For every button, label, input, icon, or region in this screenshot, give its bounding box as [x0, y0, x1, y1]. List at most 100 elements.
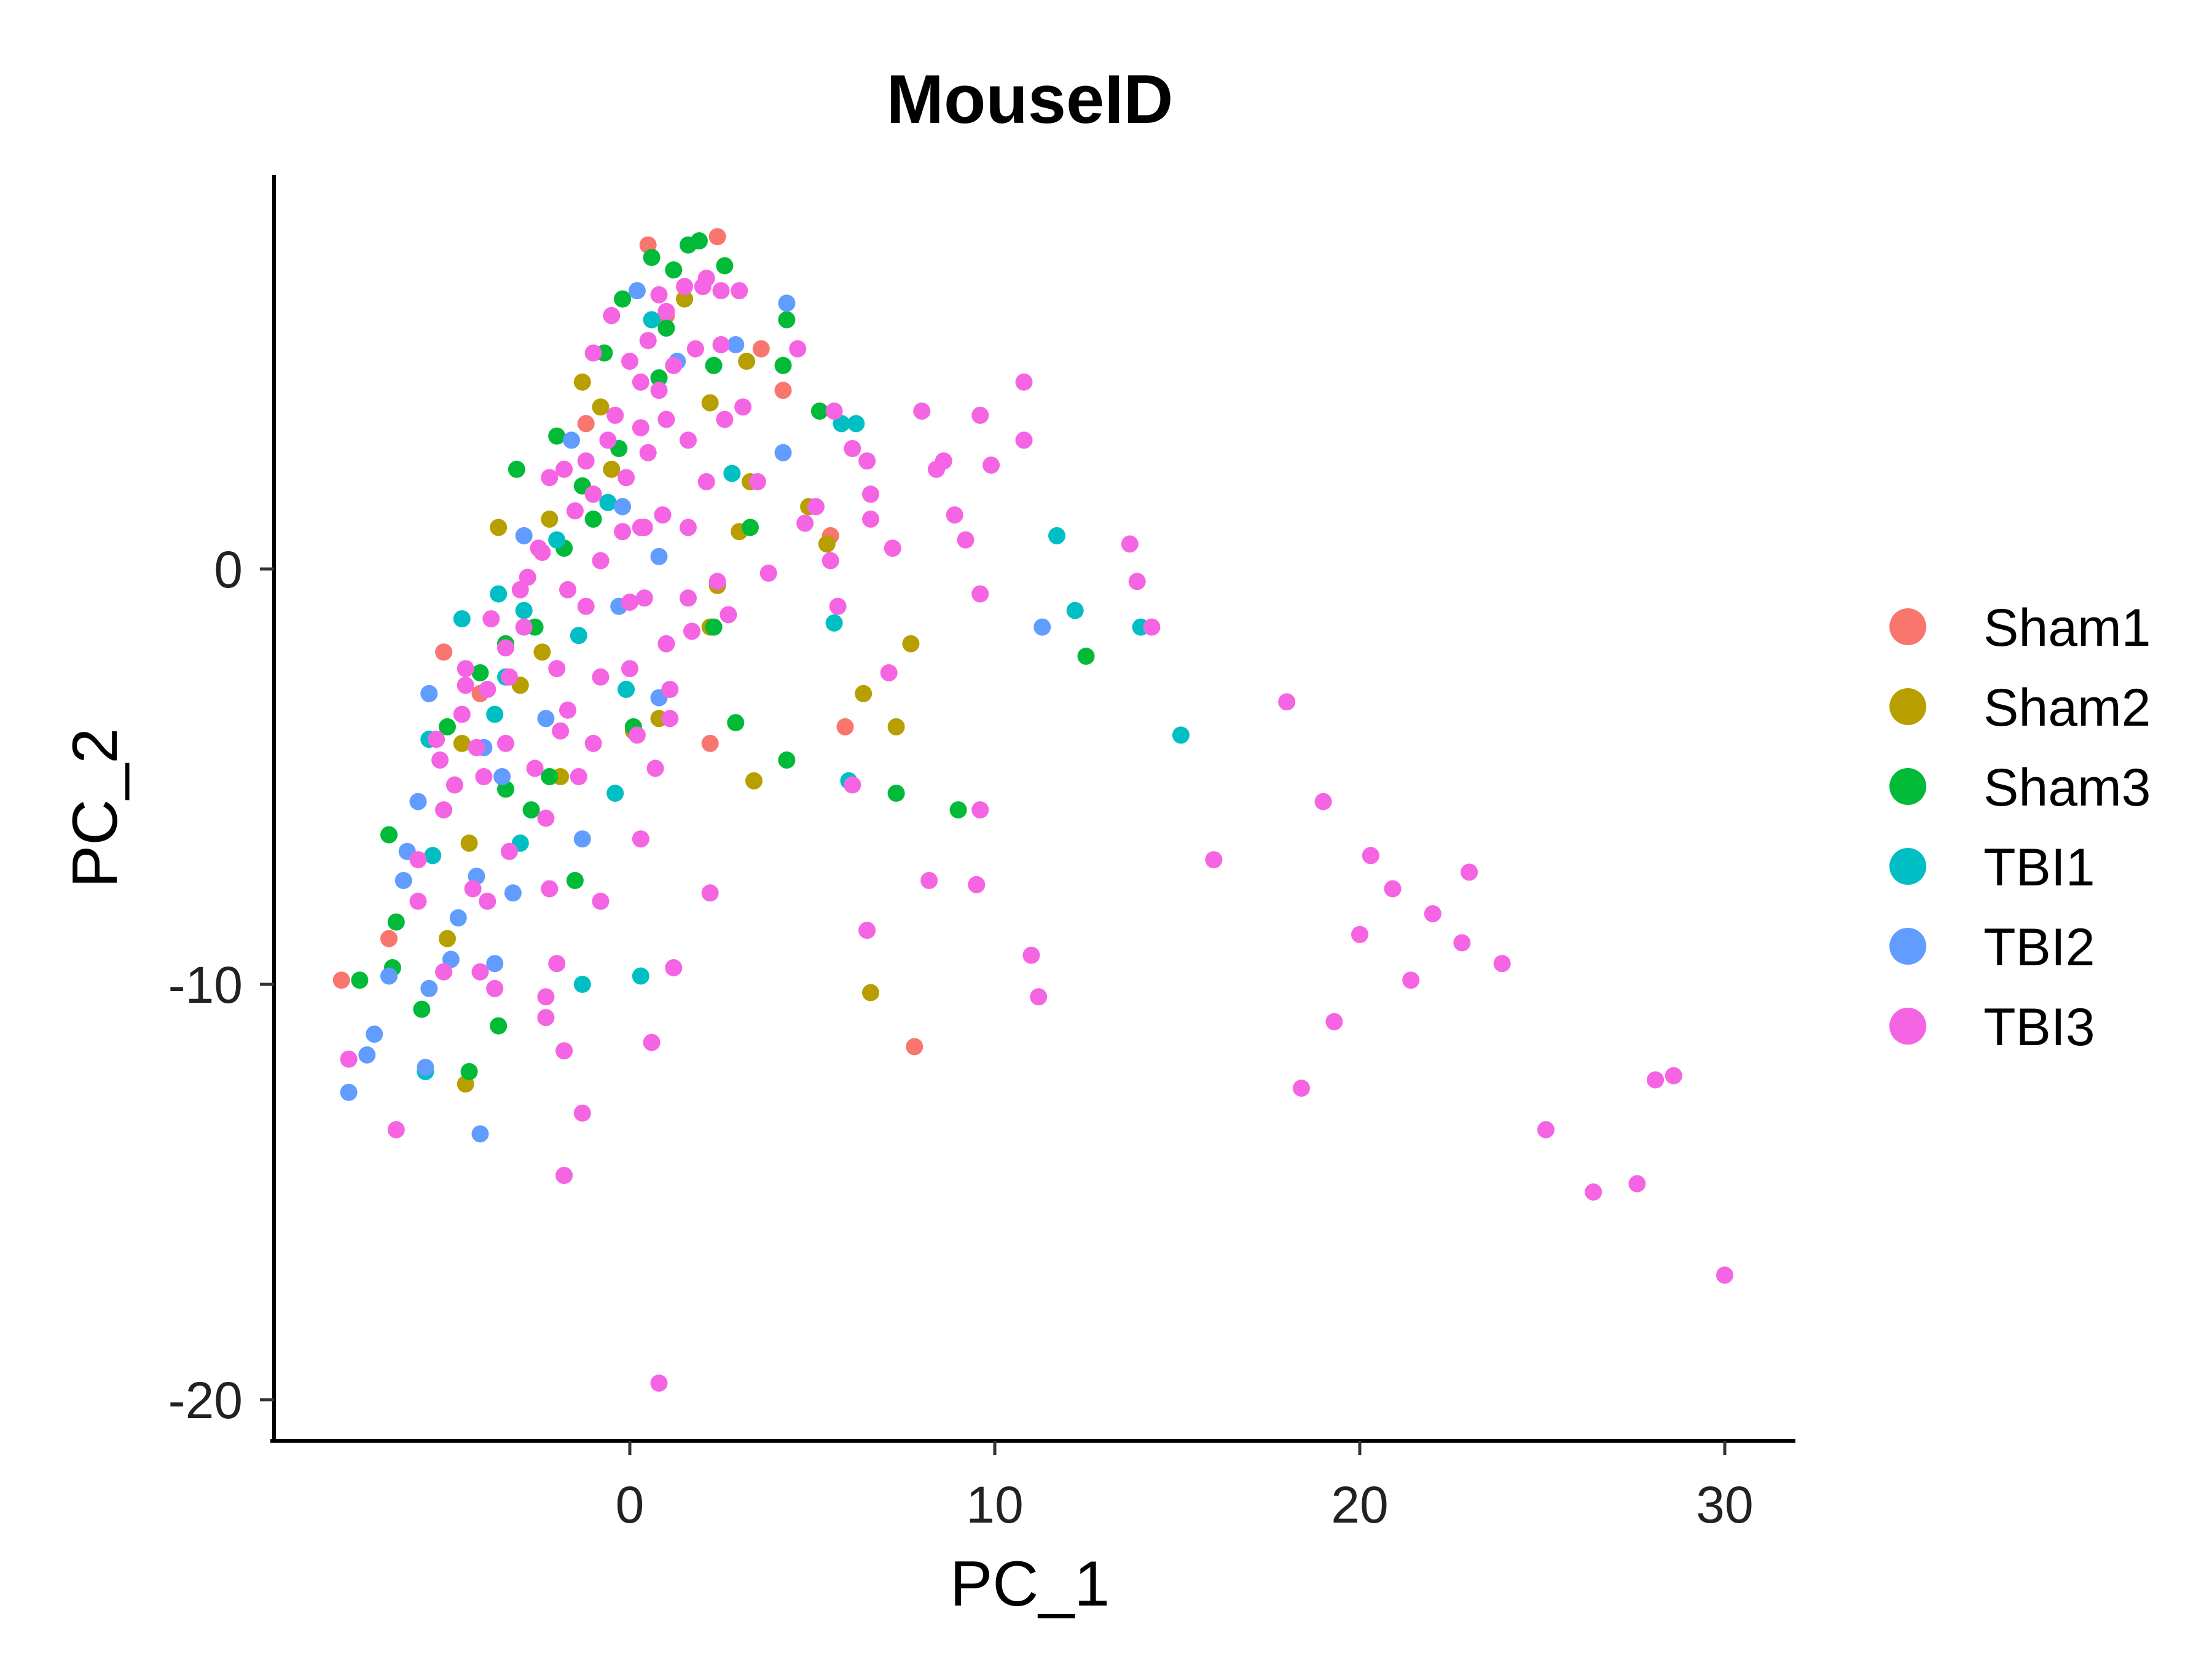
data-point [614, 523, 632, 541]
legend-key-sham1 [1889, 608, 1926, 645]
data-point [862, 984, 879, 1002]
data-point [1015, 431, 1033, 449]
data-point [858, 922, 876, 939]
series-tbi3 [340, 269, 1733, 1392]
data-point [603, 307, 621, 324]
data-point [1314, 793, 1332, 810]
data-point [661, 710, 679, 728]
data-point [639, 444, 657, 461]
data-point [563, 431, 580, 449]
points-layer [332, 228, 1733, 1392]
data-point [705, 618, 723, 636]
legend-key-sham2 [1889, 688, 1926, 725]
data-point [676, 290, 694, 308]
x-axis-ticks: 0 10 20 30 [616, 1441, 1754, 1534]
data-point [490, 519, 508, 536]
data-point [657, 302, 675, 320]
data-point [822, 552, 839, 570]
data-point [657, 319, 675, 337]
data-point [946, 506, 963, 524]
data-point [665, 356, 683, 374]
data-point [555, 1042, 573, 1060]
data-point [720, 606, 737, 624]
data-point [1143, 618, 1161, 636]
data-point [573, 1104, 591, 1122]
series-sham3 [351, 232, 1095, 1080]
data-point [680, 431, 697, 449]
data-point [650, 369, 668, 386]
data-point [825, 402, 843, 420]
data-point [1293, 1080, 1310, 1097]
data-point [351, 971, 369, 989]
data-point [493, 768, 511, 785]
data-point [862, 485, 879, 503]
y-axis-title: PC_2 [60, 728, 131, 888]
data-point [548, 427, 566, 445]
data-point [774, 356, 792, 374]
data-point [573, 976, 591, 993]
data-point [599, 431, 617, 449]
data-point [435, 801, 453, 819]
data-point [340, 1083, 358, 1101]
legend: Sham1 Sham2 Sham3 TBI1 TBI2 TBI3 [1889, 598, 2151, 1057]
data-point [957, 531, 975, 549]
legend-label-tbi2: TBI2 [1983, 918, 2095, 977]
data-point [453, 610, 471, 628]
data-point [603, 460, 621, 478]
data-point [759, 564, 777, 582]
data-point [712, 282, 730, 300]
data-point [639, 332, 657, 350]
data-point [1278, 693, 1296, 711]
data-point [807, 498, 825, 516]
data-point [1493, 955, 1511, 973]
legend-label-sham1: Sham1 [1983, 598, 2151, 657]
data-point [420, 979, 438, 997]
data-point [752, 340, 770, 358]
data-point [1362, 847, 1379, 865]
data-point [906, 1038, 924, 1056]
data-point [559, 581, 576, 598]
data-point [1665, 1067, 1682, 1084]
data-point [435, 963, 453, 981]
data-point [1030, 988, 1048, 1006]
data-point [1402, 971, 1420, 989]
data-point [810, 402, 828, 420]
data-point [417, 1059, 434, 1077]
data-point [1022, 946, 1040, 964]
data-point [887, 785, 905, 802]
data-point [537, 1009, 555, 1027]
data-point [1716, 1266, 1733, 1284]
data-point [738, 353, 756, 370]
data-point [661, 681, 679, 698]
data-point [566, 872, 584, 889]
legend-key-tbi1 [1889, 848, 1926, 885]
data-point [731, 282, 748, 300]
data-point [541, 510, 559, 528]
data-point [413, 1000, 431, 1018]
data-point [442, 951, 460, 968]
data-point [537, 710, 555, 728]
series-tbi2 [340, 282, 1051, 1143]
data-point [847, 415, 865, 433]
data-point [723, 465, 741, 482]
data-point [552, 722, 570, 740]
data-point [394, 872, 412, 889]
data-point [920, 872, 938, 889]
legend-label-sham2: Sham2 [1983, 678, 2151, 737]
chart-title: MouseID [887, 61, 1174, 138]
data-point [778, 311, 796, 329]
data-point [855, 684, 873, 702]
data-point [380, 967, 398, 985]
data-point [628, 282, 646, 300]
data-point [858, 452, 876, 470]
data-point [515, 602, 533, 619]
data-point [1172, 726, 1190, 744]
data-point [482, 610, 500, 628]
data-point [548, 660, 566, 678]
data-point [705, 356, 723, 374]
data-point [1121, 535, 1139, 553]
data-point [1453, 934, 1471, 952]
data-point [971, 801, 989, 819]
data-point [577, 597, 595, 615]
data-point [1033, 618, 1051, 636]
